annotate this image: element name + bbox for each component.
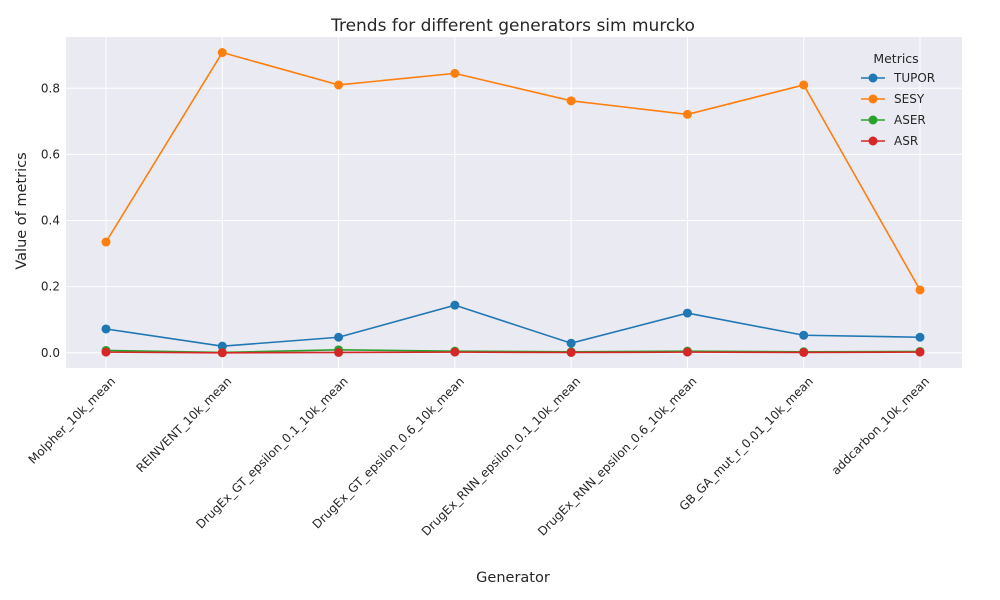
legend-title: Metrics — [873, 51, 918, 66]
legend-label: SESY — [894, 92, 925, 106]
grid-lines — [66, 37, 962, 368]
chart-title: Trends for different generators sim murc… — [330, 16, 695, 36]
legend-marker — [868, 136, 878, 146]
data-point — [217, 48, 227, 58]
legend-marker — [868, 115, 878, 125]
data-point — [450, 68, 460, 78]
legend-item: ASR — [861, 134, 918, 148]
legend-item: TUPOR — [861, 71, 935, 85]
legend-marker — [868, 73, 878, 83]
data-point — [566, 347, 576, 357]
legend-label: TUPOR — [893, 71, 935, 85]
data-point — [915, 332, 925, 342]
legend-item: ASER — [861, 113, 926, 127]
data-point — [101, 237, 111, 247]
data-point — [915, 347, 925, 357]
data-point — [101, 324, 111, 334]
series-sesy — [101, 48, 925, 295]
y-axis-ticks: 0.0 0.2 0.4 0.6 0.8 — [41, 81, 60, 360]
data-point — [334, 332, 344, 342]
data-point — [799, 347, 809, 357]
data-point — [217, 348, 227, 358]
y-tick-label: 0.6 — [41, 147, 60, 161]
legend-label: ASER — [894, 113, 926, 127]
y-tick-label: 0.2 — [41, 280, 60, 294]
legend: Metrics TUPOR SESY ASER ASR — [861, 51, 935, 148]
data-point — [217, 341, 227, 351]
series-tupor — [101, 300, 925, 351]
legend-item: SESY — [861, 92, 925, 106]
data-point — [450, 347, 460, 357]
data-point — [682, 347, 692, 357]
series-line — [105, 351, 921, 354]
legend-marker — [868, 94, 878, 104]
data-point — [799, 80, 809, 90]
y-tick-label: 0.8 — [41, 81, 60, 95]
data-point — [682, 308, 692, 318]
data-point — [101, 347, 111, 357]
y-tick-label: 0.0 — [41, 346, 60, 360]
data-point — [450, 300, 460, 310]
data-point — [799, 330, 809, 340]
data-point — [566, 338, 576, 348]
y-tick-label: 0.4 — [41, 214, 60, 228]
plot-area — [66, 37, 962, 368]
series-lines — [101, 48, 925, 358]
y-axis-title: Value of metrics — [14, 152, 30, 269]
data-point — [915, 285, 925, 295]
series-asr — [101, 347, 925, 358]
legend-label: ASR — [894, 134, 918, 148]
data-point — [682, 109, 692, 119]
data-point — [566, 96, 576, 106]
series-line — [105, 304, 921, 347]
series-line — [105, 51, 921, 291]
x-axis-title: Generator — [476, 570, 550, 586]
data-point — [334, 80, 344, 90]
data-point — [334, 347, 344, 357]
